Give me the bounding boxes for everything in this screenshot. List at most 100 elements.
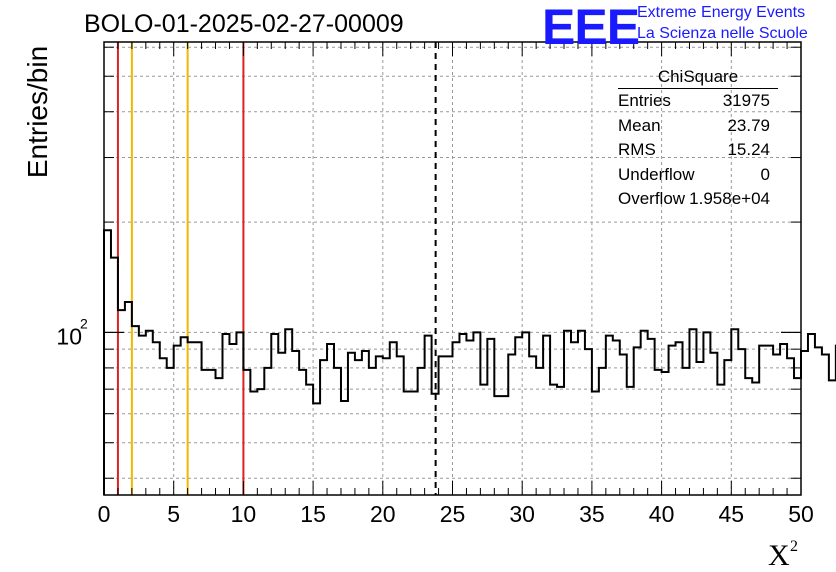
- stats-row-overflow: Overflow 1.958e+04: [610, 187, 786, 212]
- histogram-bin: [564, 331, 571, 495]
- histogram-bin: [780, 344, 787, 495]
- histogram-bin: [759, 346, 766, 495]
- histogram-bin: [578, 331, 585, 495]
- histogram-bin: [501, 396, 508, 495]
- stats-label: Underflow: [618, 164, 695, 184]
- histogram-bin: [104, 230, 111, 495]
- stats-row-mean: Mean 23.79: [610, 114, 786, 139]
- histogram-bin: [738, 349, 745, 495]
- histogram-bin: [745, 378, 752, 495]
- histogram-bin: [404, 391, 411, 495]
- x-tick-label: 20: [370, 501, 396, 527]
- histogram-bin: [662, 372, 669, 495]
- y-tick-label-exponent: 2: [80, 315, 88, 331]
- histogram-bin: [801, 351, 808, 495]
- histogram-bin: [536, 368, 543, 495]
- histogram-bin: [376, 356, 383, 495]
- eee-logo: EEE: [542, 0, 640, 55]
- histogram-bin: [683, 368, 690, 495]
- histogram-bin: [703, 332, 710, 495]
- histogram-bin: [111, 258, 118, 495]
- histogram-bin: [195, 342, 202, 495]
- histogram-series: [103, 229, 836, 495]
- x-tick-label: 50: [788, 501, 814, 527]
- histogram-bin: [641, 331, 648, 495]
- stats-value: 31975: [722, 91, 770, 110]
- histogram-bin: [439, 356, 446, 495]
- stats-value: 0: [760, 164, 770, 184]
- histogram-bin: [257, 389, 264, 495]
- x-tick-label: 10: [231, 501, 257, 527]
- histogram-bin: [285, 329, 292, 495]
- histogram-bin: [299, 370, 306, 495]
- histogram-bin: [752, 382, 759, 495]
- histogram-bin: [689, 329, 696, 495]
- histogram-bin: [634, 347, 641, 495]
- histogram-bin: [585, 349, 592, 495]
- histogram-bin: [446, 356, 453, 495]
- histogram-bin: [822, 355, 829, 495]
- logo-line-2: La Scienza nelle Scuole: [637, 25, 808, 42]
- histogram-bin: [418, 368, 425, 495]
- histogram-bin: [432, 394, 439, 495]
- histogram-bin: [613, 341, 620, 495]
- histogram-bin: [146, 331, 153, 495]
- histogram-bin: [522, 332, 529, 495]
- logo-line-1: Extreme Energy Events: [637, 4, 806, 21]
- histogram-bin: [543, 336, 550, 495]
- histogram-bin: [829, 380, 836, 495]
- x-tick-label: 45: [719, 501, 745, 527]
- histogram-bin: [243, 370, 250, 495]
- x-tick-label: 0: [98, 501, 111, 527]
- histogram-bin: [815, 347, 822, 495]
- histogram-bin: [327, 344, 334, 495]
- stats-row-rms: RMS 15.24: [610, 138, 786, 163]
- histogram-bin: [174, 346, 181, 495]
- stats-value: 23.79: [727, 115, 770, 135]
- histogram-bin: [620, 355, 627, 495]
- histogram-bin: [132, 326, 139, 495]
- stats-box: ChiSquare Entries 31975 Mean 23.79 RMS 1…: [610, 66, 786, 212]
- histogram-bin: [292, 351, 299, 495]
- x-axis-label: X: [768, 539, 790, 572]
- histogram-bin: [453, 342, 460, 495]
- histogram-bin: [188, 342, 195, 495]
- stats-divider: [618, 88, 778, 89]
- histogram-bin: [592, 391, 599, 495]
- histogram-bin: [487, 339, 494, 495]
- chart-title: BOLO-01-2025-02-27-00009: [84, 10, 404, 38]
- histogram-bin: [411, 391, 418, 495]
- x-tick-label: 30: [509, 501, 535, 527]
- histogram-bin: [550, 385, 557, 495]
- histogram-bin: [355, 360, 362, 495]
- histogram-bin: [229, 344, 236, 495]
- histogram-bin: [236, 332, 243, 495]
- histogram-bin: [808, 334, 815, 495]
- x-tick-label: 15: [300, 501, 326, 527]
- histogram-bin: [306, 385, 313, 495]
- histogram-bin: [606, 336, 613, 495]
- histogram-bin: [648, 339, 655, 495]
- histogram-bin: [676, 342, 683, 495]
- histogram-bin: [271, 334, 278, 495]
- histogram-bin: [627, 387, 634, 495]
- stats-label: Overflow: [618, 189, 686, 209]
- histogram-bin: [571, 342, 578, 495]
- histogram-bin: [710, 353, 717, 495]
- histogram-bin: [320, 360, 327, 495]
- histogram-bin: [160, 358, 167, 495]
- histogram-bin: [209, 370, 216, 495]
- histogram-bin: [773, 355, 780, 495]
- stats-title: ChiSquare: [657, 67, 739, 86]
- histogram-bin: [787, 358, 794, 495]
- histogram-bin: [494, 396, 501, 495]
- histogram-bin: [459, 334, 466, 495]
- histogram-bin: [669, 346, 676, 495]
- x-axis-label-exponent: 2: [790, 538, 798, 555]
- histogram-bin: [794, 378, 801, 495]
- histogram-bin: [139, 336, 146, 495]
- histogram-bin: [383, 358, 390, 495]
- histogram-bin: [278, 353, 285, 495]
- y-axis-label: Entries/bin: [22, 45, 53, 179]
